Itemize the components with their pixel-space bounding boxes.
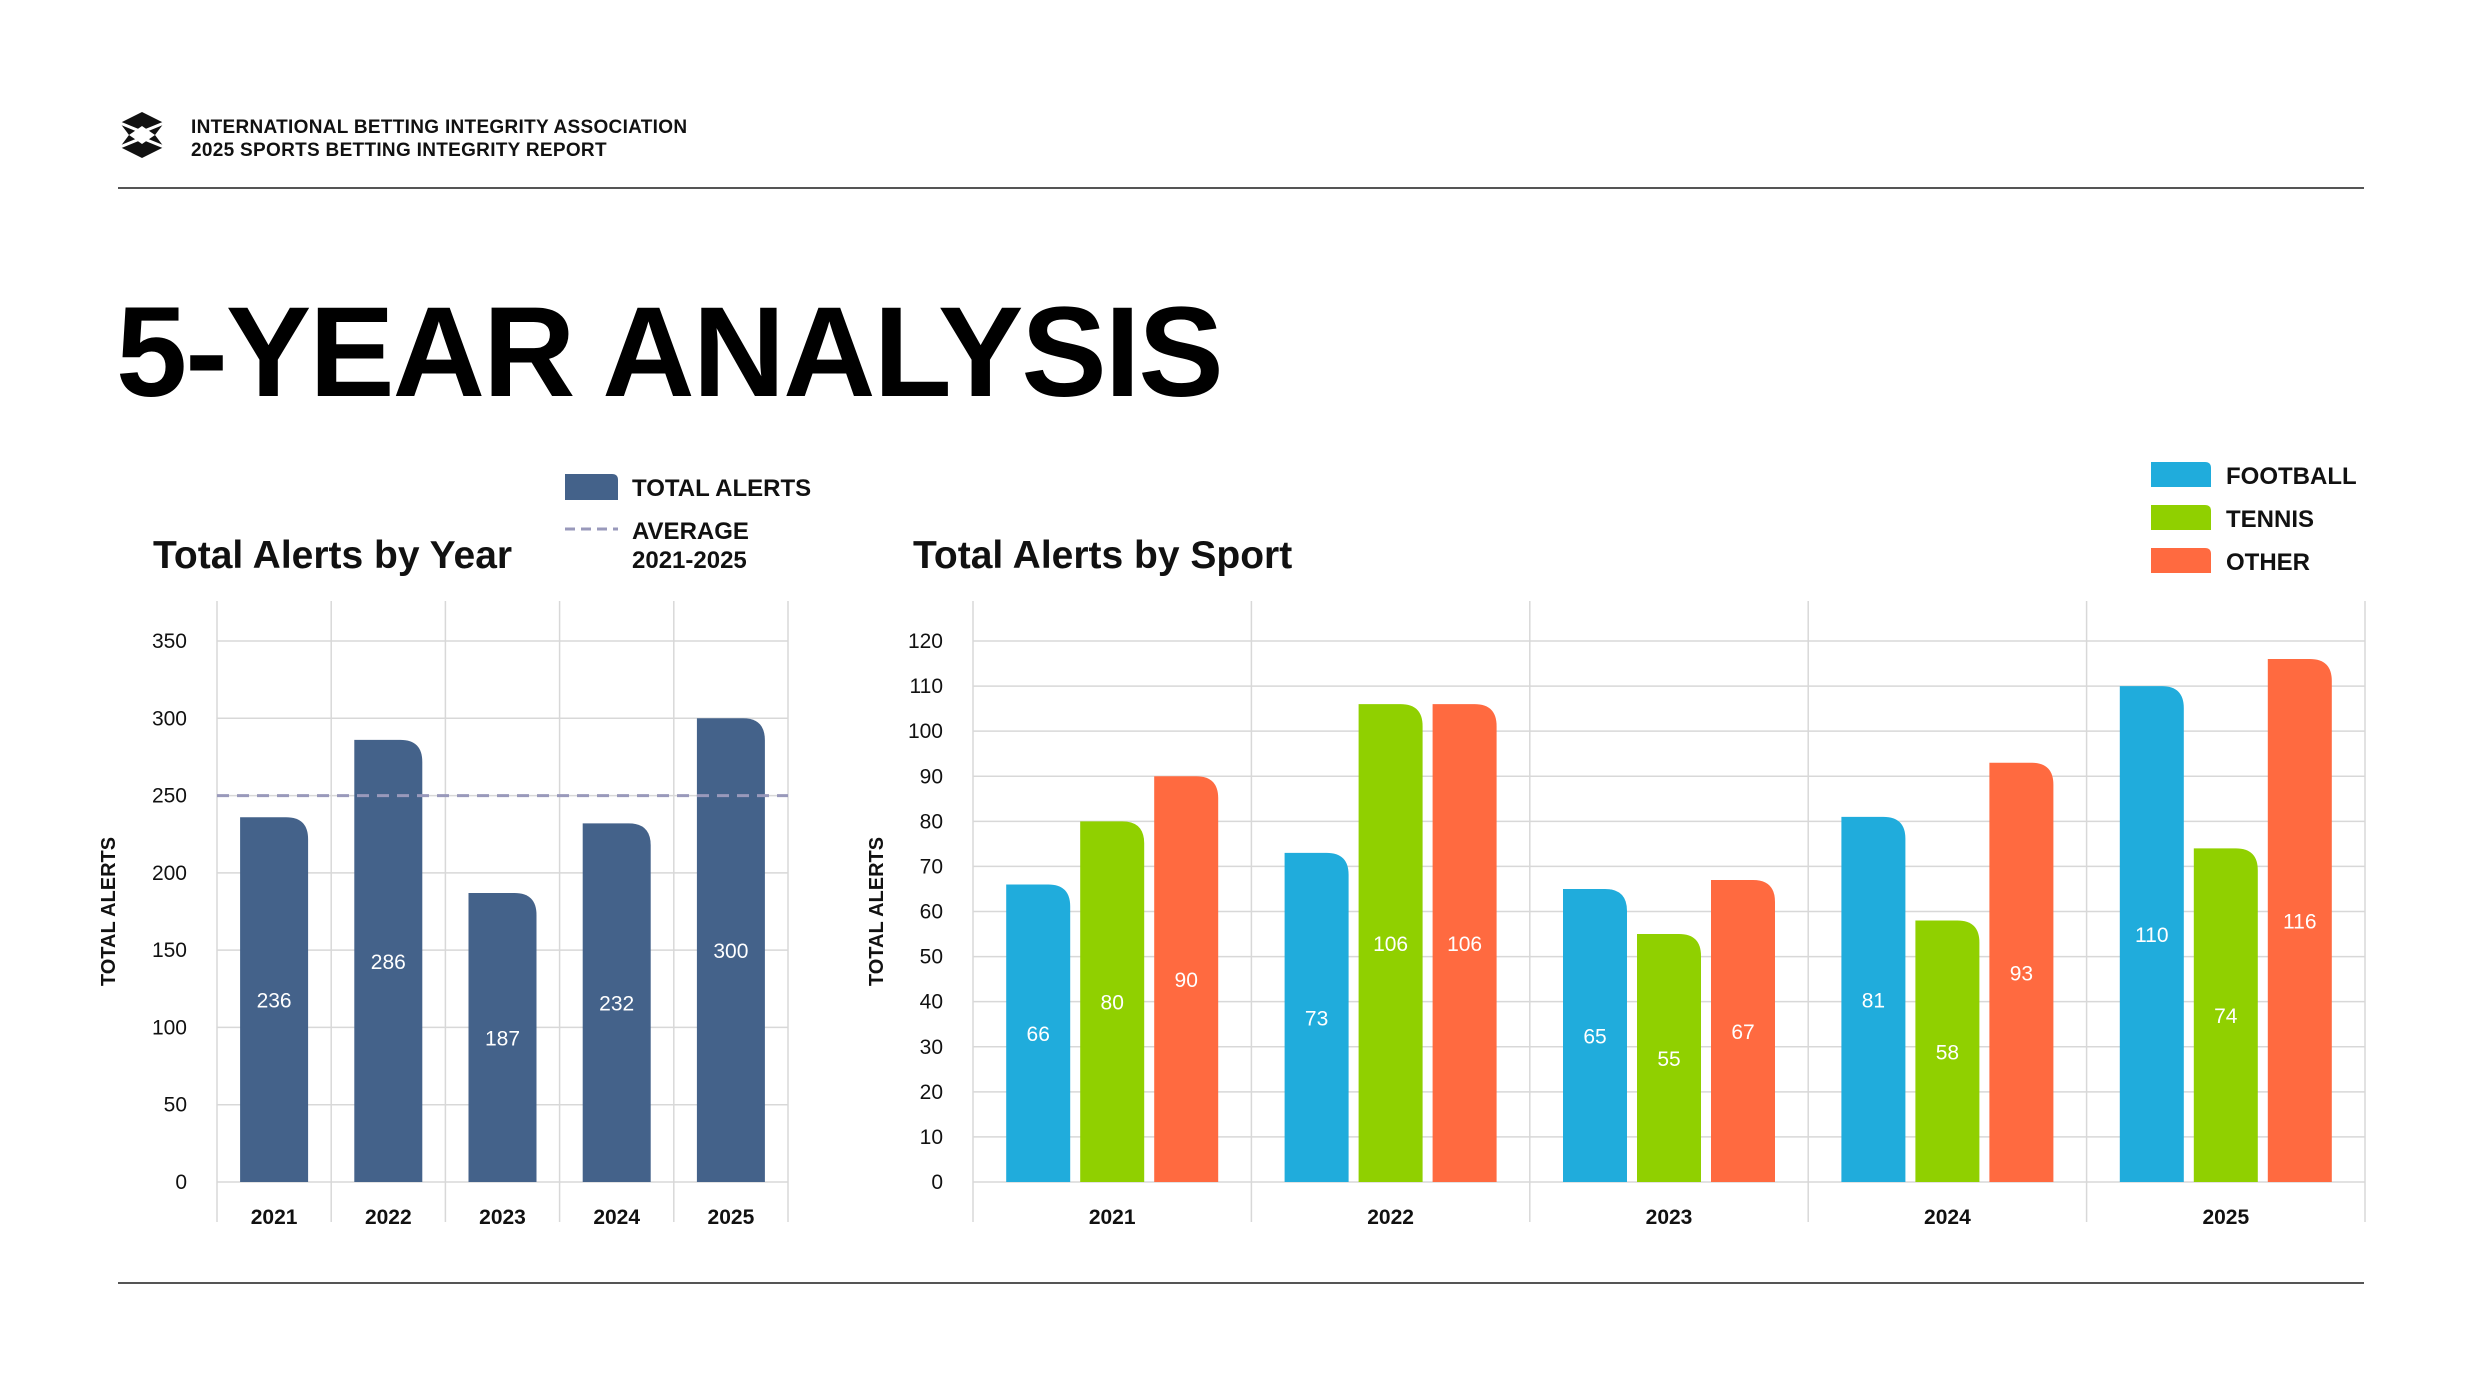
legend-swatch-total-alerts xyxy=(565,474,618,500)
y-tick-label: 50 xyxy=(164,1094,187,1117)
x-tick-label: 2022 xyxy=(1367,1206,1414,1229)
data-label: 74 xyxy=(2214,1005,2238,1028)
y-tick-label: 100 xyxy=(908,720,943,743)
bar-other xyxy=(2267,659,2332,1182)
data-label: 80 xyxy=(1101,992,1124,1015)
data-label: 106 xyxy=(1373,933,1408,956)
y-tick-label: 60 xyxy=(920,901,943,924)
bar-total-alerts xyxy=(354,739,423,1182)
legend-label-other: OTHER xyxy=(2226,549,2310,576)
data-label: 58 xyxy=(1936,1041,1959,1064)
legend-label-football: FOOTBALL xyxy=(2226,463,2357,490)
y-tick-label: 70 xyxy=(920,855,943,878)
y-tick-label: 20 xyxy=(920,1081,943,1104)
y-tick-label: 90 xyxy=(920,765,943,788)
x-tick-label: 2025 xyxy=(2202,1206,2249,1229)
y-tick-label: 0 xyxy=(175,1171,187,1194)
y-tick-label: 350 xyxy=(152,630,187,653)
legend-swatch-football xyxy=(2151,462,2211,487)
bar-total-alerts xyxy=(240,817,309,1182)
bar-tennis xyxy=(2193,848,2258,1182)
y-axis-title: TOTAL ALERTS xyxy=(866,837,888,986)
x-tick-label: 2022 xyxy=(365,1206,412,1229)
data-label: 66 xyxy=(1027,1023,1050,1046)
data-label: 73 xyxy=(1305,1007,1328,1030)
legend-swatch-other xyxy=(2151,548,2211,573)
data-label: 116 xyxy=(2283,911,2316,934)
data-label: 232 xyxy=(599,993,634,1016)
data-label: 110 xyxy=(2135,924,2168,947)
y-tick-label: 80 xyxy=(920,810,943,833)
x-tick-label: 2024 xyxy=(593,1206,640,1229)
legend-label-average: AVERAGE xyxy=(632,518,749,545)
bar-football xyxy=(2119,686,2184,1182)
bar-total-alerts xyxy=(468,892,537,1182)
bar-football xyxy=(1841,816,1906,1182)
data-label: 67 xyxy=(1731,1021,1754,1044)
data-label: 65 xyxy=(1583,1025,1606,1048)
data-label: 187 xyxy=(485,1027,520,1050)
footer-divider xyxy=(118,1282,2364,1284)
y-tick-label: 30 xyxy=(920,1036,943,1059)
y-tick-label: 50 xyxy=(920,946,943,969)
y-tick-label: 100 xyxy=(152,1016,187,1039)
data-label: 236 xyxy=(257,990,292,1013)
bar-total-alerts xyxy=(696,718,765,1182)
bar-tennis xyxy=(1637,934,1701,1182)
x-tick-label: 2023 xyxy=(479,1206,526,1229)
legend-label-total-alerts: TOTAL ALERTS xyxy=(632,475,811,502)
y-tick-label: 120 xyxy=(908,630,943,653)
x-tick-label: 2025 xyxy=(708,1206,755,1229)
page-title: 5-YEAR ANALYSIS xyxy=(116,281,1224,424)
x-tick-label: 2021 xyxy=(1089,1206,1136,1229)
y-tick-label: 300 xyxy=(152,707,187,730)
y-tick-label: 200 xyxy=(152,862,187,885)
data-label: 106 xyxy=(1447,933,1482,956)
chart-title-2: Total Alerts by Sport xyxy=(913,534,1292,577)
bar-tennis xyxy=(1080,821,1145,1182)
legend-label-average-range: 2021-2025 xyxy=(632,547,747,574)
bar-total-alerts xyxy=(582,823,651,1182)
chart-title-1: Total Alerts by Year xyxy=(153,534,512,577)
y-tick-label: 10 xyxy=(920,1126,943,1149)
bar-other xyxy=(1711,879,1775,1182)
data-label: 81 xyxy=(1862,989,1885,1012)
legend-swatch-tennis xyxy=(2151,505,2211,530)
report-name: 2025 SPORTS BETTING INTEGRITY REPORT xyxy=(191,140,607,161)
bar-football xyxy=(1563,888,1627,1182)
header-divider xyxy=(118,187,2364,189)
data-label: 300 xyxy=(713,940,748,963)
y-tick-label: 110 xyxy=(910,675,943,698)
bar-other xyxy=(1989,762,2054,1182)
y-axis-title: TOTAL ALERTS xyxy=(98,837,120,986)
bar-tennis xyxy=(1915,920,1980,1182)
bar-tennis xyxy=(1358,704,1423,1182)
bar-football xyxy=(1284,852,1349,1182)
ibia-logo-icon xyxy=(119,112,165,158)
data-label: 55 xyxy=(1657,1048,1680,1071)
y-tick-label: 250 xyxy=(152,785,187,808)
y-tick-label: 0 xyxy=(931,1171,943,1194)
bar-other xyxy=(1432,704,1497,1182)
data-label: 286 xyxy=(371,951,406,974)
y-tick-label: 40 xyxy=(920,991,943,1014)
bar-football xyxy=(1006,884,1071,1182)
legend-label-tennis: TENNIS xyxy=(2226,506,2314,533)
report-header: INTERNATIONAL BETTING INTEGRITY ASSOCIAT… xyxy=(191,116,687,162)
bar-other xyxy=(1154,776,1219,1182)
y-tick-label: 150 xyxy=(152,939,187,962)
x-tick-label: 2024 xyxy=(1924,1206,1971,1229)
x-tick-label: 2021 xyxy=(251,1206,298,1229)
data-label: 90 xyxy=(1175,969,1198,992)
x-tick-label: 2023 xyxy=(1646,1206,1693,1229)
data-label: 93 xyxy=(2010,962,2033,985)
org-name: INTERNATIONAL BETTING INTEGRITY ASSOCIAT… xyxy=(191,117,688,138)
